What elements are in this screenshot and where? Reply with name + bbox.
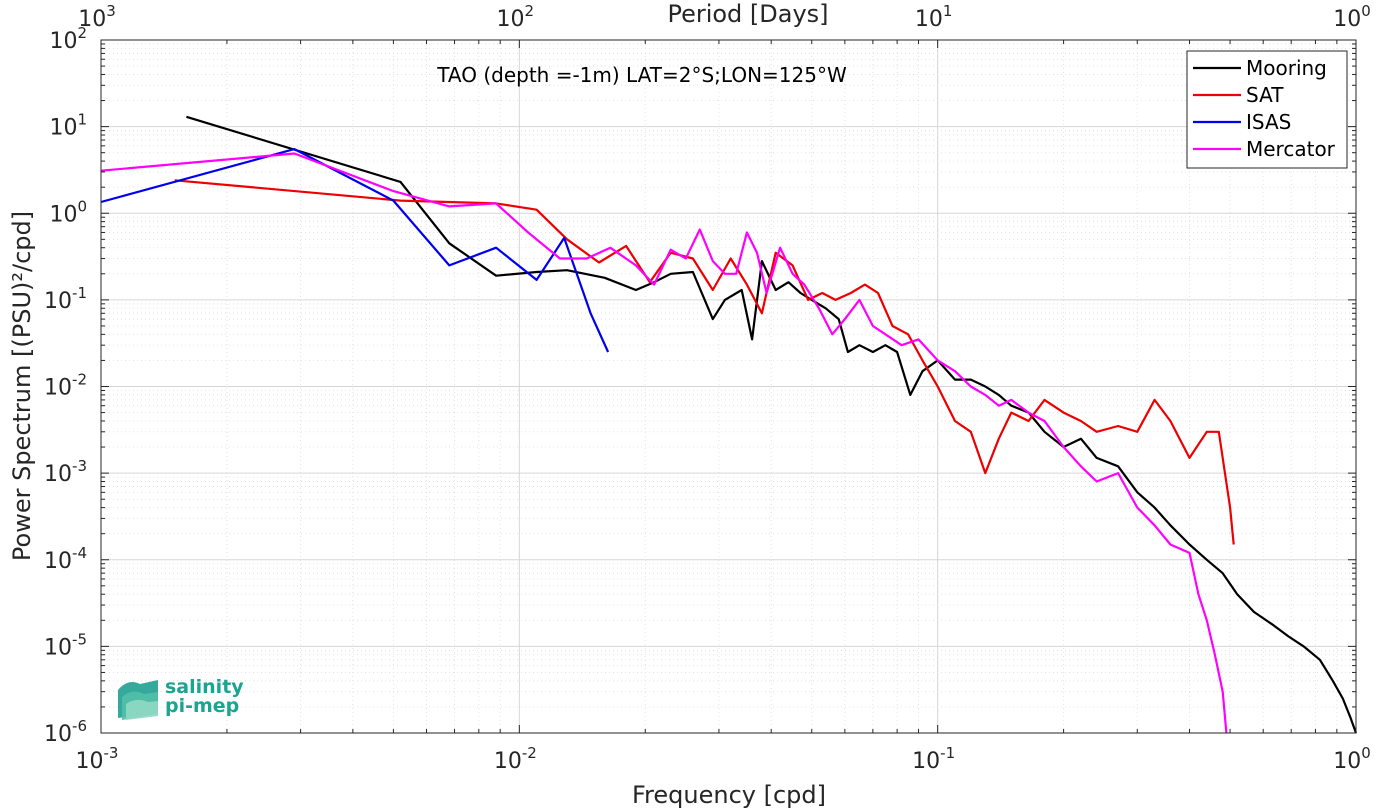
x-tick-label: 10-3 <box>76 744 119 774</box>
logo-text-salinity: salinity <box>165 676 244 698</box>
top-tick-label: 101 <box>915 2 953 32</box>
top-tick-label-base: 10 <box>915 7 943 32</box>
x-tick-label-exponent: 0 <box>1361 744 1371 762</box>
y-tick-label: 10-1 <box>44 284 87 314</box>
y-tick-label-base: 10 <box>49 202 77 227</box>
top-tick-label-base: 10 <box>497 7 525 32</box>
y-tick-label-exponent: -3 <box>72 457 87 475</box>
logo-text-pi-mep: pi-mep <box>165 695 239 717</box>
x-tick-label: 10-1 <box>912 744 955 774</box>
legend-label-mooring: Mooring <box>1246 56 1327 80</box>
grid <box>100 40 1356 734</box>
x-axis-title: Frequency [cpd] <box>632 781 826 809</box>
top-axis-title: Period [Days] <box>667 0 828 28</box>
y-tick-label: 10-4 <box>44 544 87 574</box>
x-tick-label: 10-2 <box>494 744 537 774</box>
series-line-sat <box>174 179 1235 545</box>
top-tick-label-exponent: 3 <box>106 2 116 20</box>
y-tick-label-exponent: -1 <box>72 284 87 302</box>
y-tick-label-exponent: 1 <box>77 111 87 129</box>
y-tick-label-base: 10 <box>44 376 72 401</box>
y-tick-label-base: 10 <box>44 289 72 314</box>
y-tick-label-base: 10 <box>49 29 77 54</box>
x-tick-label-base: 10 <box>494 749 522 774</box>
top-tick-label: 103 <box>78 2 116 32</box>
y-tick-label: 10-6 <box>44 717 87 747</box>
y-tick-label-base: 10 <box>44 722 72 747</box>
tick-marks <box>100 39 1357 734</box>
y-tick-label-exponent: 2 <box>77 24 87 42</box>
y-tick-label: 102 <box>49 24 87 54</box>
top-tick-label-base: 10 <box>78 7 106 32</box>
legend-label-mercator: Mercator <box>1246 137 1336 161</box>
x-tick-label-base: 10 <box>1333 749 1361 774</box>
y-tick-label-base: 10 <box>49 116 77 141</box>
y-tick-label-base: 10 <box>44 635 72 660</box>
y-tick-label-base: 10 <box>44 549 72 574</box>
top-tick-label-exponent: 2 <box>525 2 535 20</box>
y-tick-label-exponent: -2 <box>72 371 87 389</box>
y-axis-title: Power Spectrum [(PSU)²/cpd] <box>8 211 36 561</box>
y-tick-label: 101 <box>49 111 87 141</box>
x-tick-label: 100 <box>1333 744 1371 774</box>
x-tick-label-exponent: -3 <box>104 744 119 762</box>
series-line-mercator <box>100 152 1228 734</box>
y-tick-label: 10-5 <box>44 630 87 660</box>
y-tick-label-exponent: -5 <box>72 630 87 648</box>
y-tick-label: 10-2 <box>44 371 87 401</box>
top-tick-label: 102 <box>497 2 535 32</box>
series-line-mooring <box>186 115 1358 734</box>
top-tick-label: 100 <box>1333 2 1371 32</box>
x-tick-label-base: 10 <box>76 749 104 774</box>
y-tick-label: 10-3 <box>44 457 87 487</box>
chart-title: TAO (depth =-1m) LAT=2°S;LON=125°W <box>436 63 847 87</box>
top-tick-label-exponent: 1 <box>943 2 953 20</box>
y-tick-label-exponent: 0 <box>77 197 87 215</box>
y-tick-label: 100 <box>49 197 87 227</box>
series-lines <box>100 115 1358 734</box>
x-tick-label-exponent: -2 <box>522 744 537 762</box>
top-tick-label-exponent: 0 <box>1361 2 1371 20</box>
y-tick-label-exponent: -6 <box>72 717 87 735</box>
y-tick-label-exponent: -4 <box>72 544 87 562</box>
x-tick-label-base: 10 <box>912 749 940 774</box>
legend-label-sat: SAT <box>1246 83 1284 107</box>
salinity-pi-mep-logo: salinity pi-mep <box>118 676 244 720</box>
x-tick-label-exponent: -1 <box>940 744 955 762</box>
legend: Mooring SAT ISAS Mercator <box>1186 50 1348 169</box>
wave-logo-icon <box>118 680 158 720</box>
y-tick-label-base: 10 <box>44 462 72 487</box>
legend-label-isas: ISAS <box>1246 110 1291 134</box>
top-tick-label-base: 10 <box>1333 7 1361 32</box>
